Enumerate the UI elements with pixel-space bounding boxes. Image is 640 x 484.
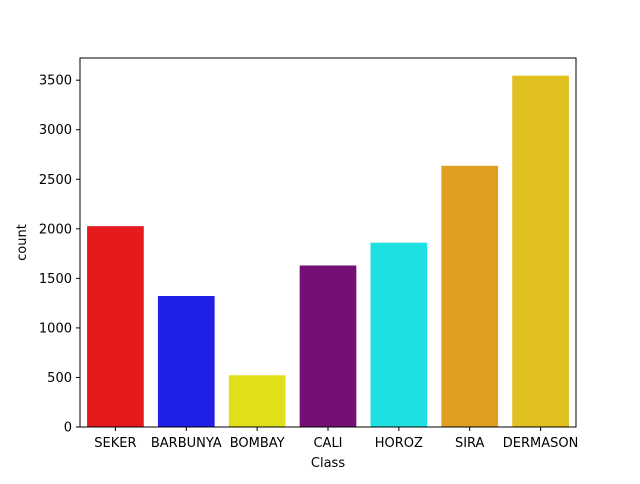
- bar-horoz: [370, 242, 428, 427]
- x-tick-label: DERMASON: [503, 436, 579, 451]
- y-tick-label: 500: [47, 371, 72, 386]
- x-tick-label: HOROZ: [375, 436, 423, 451]
- y-axis-label: count: [15, 224, 30, 261]
- y-tick-label: 2000: [39, 222, 72, 237]
- x-tick-label: SIRA: [455, 436, 485, 451]
- x-tick-label: CALI: [313, 436, 342, 451]
- y-tick-label: 0: [64, 421, 72, 436]
- bar-sira: [441, 165, 499, 427]
- bar-dermason: [512, 75, 569, 427]
- x-axis-label: Class: [311, 456, 345, 471]
- bar-barbunya: [157, 296, 215, 427]
- x-tick-label: SEKER: [94, 436, 136, 451]
- y-tick-label: 3500: [39, 74, 72, 89]
- bar-cali: [299, 265, 357, 427]
- plot-frame: [79, 57, 577, 428]
- y-axis: 0 500 1000 1500 2000 2500 3000 3500: [39, 74, 80, 436]
- y-tick-label: 3000: [39, 123, 72, 138]
- y-tick-label: 1000: [39, 321, 72, 336]
- bars-layer: [87, 75, 569, 427]
- x-axis: SEKER BARBUNYA BOMBAY CALI HOROZ SIRA DERMASON: [94, 427, 578, 451]
- bar-bombay: [228, 375, 286, 427]
- bar-seker: [87, 226, 144, 427]
- y-tick-label: 1500: [39, 272, 72, 287]
- y-tick-label: 2500: [39, 173, 72, 188]
- x-tick-label: BARBUNYA: [151, 436, 222, 451]
- x-tick-label: BOMBAY: [230, 436, 285, 451]
